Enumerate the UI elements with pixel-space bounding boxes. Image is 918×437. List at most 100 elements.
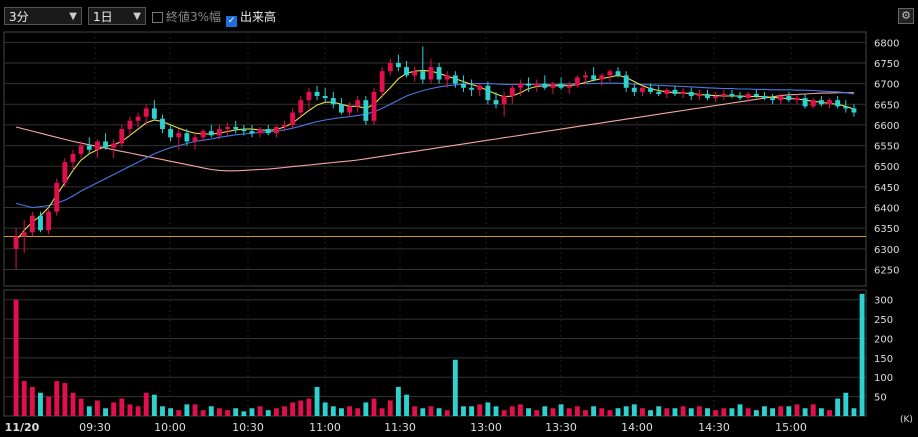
candle-body [330,98,336,105]
candle-body [534,83,540,86]
volume-tick-label: 100 [874,373,893,384]
volume-bar [794,404,800,416]
candle-body [192,137,198,142]
candle-body [420,71,426,80]
candle-body [558,83,564,88]
candle-body [412,71,418,76]
volume-bar [13,299,19,416]
checkbox-unchecked-icon [152,12,163,23]
volume-bar [290,402,296,416]
volume-bar [298,400,304,416]
candle-body [127,120,133,130]
candle-body [265,129,271,134]
volume-bar [501,410,507,416]
volume-bar [713,410,719,416]
volume-bar [265,410,271,416]
candle-body [591,75,597,80]
time-tick-label: 10:30 [232,421,264,434]
candle-body [843,106,849,109]
volume-tick-label: 300 [874,296,893,307]
volume-bar [322,402,328,416]
candle-body [501,96,507,105]
volume-bar [404,394,409,416]
volume-bar [542,406,548,416]
candle-body [477,85,483,90]
candle-body [493,100,499,105]
volume-bar [135,406,141,416]
volume-bar [38,392,43,416]
candle-body [762,96,767,99]
candle-body [347,106,353,113]
candle-body [13,236,19,249]
candle-body [721,93,727,97]
candle-body [249,131,255,134]
volume-bar [639,408,645,416]
volume-bar [469,406,475,416]
volume-bar [29,386,35,416]
candle-body [135,116,141,121]
candle-body [21,232,27,237]
volume-bar [216,408,222,416]
candle-body [257,129,263,134]
volume-bar [241,411,247,416]
interval-value: 3分 [9,10,29,24]
candle-body [306,91,312,101]
volume-bar [786,406,792,416]
time-tick-label: 15:00 [775,421,807,434]
volume-bar [566,408,572,416]
candle-body [168,129,174,138]
candle-body [786,96,792,101]
volume-bar [818,408,824,416]
volume-bar [672,408,678,416]
ma-short-line [15,69,855,241]
candle-body [656,91,662,94]
volume-bar [103,408,108,416]
gear-icon[interactable]: ⚙ [898,8,914,24]
volume-bar [330,406,336,416]
interval-select[interactable]: 3分 ▼ [4,7,82,25]
volume-bar [574,406,580,416]
candle-body [827,100,832,105]
time-tick-label: 14:30 [698,421,730,434]
volume-bar [631,404,637,416]
candle-body [29,215,35,233]
volume-bar [485,402,491,416]
price-tick-label: 6300 [874,245,899,256]
price-tick-label: 6500 [874,162,899,173]
candle-body [729,93,735,97]
volume-bar [623,406,629,416]
candle-body [54,182,60,212]
period-select[interactable]: 1日 ▼ [88,7,146,25]
volume-tick-label: 200 [874,334,893,345]
ma-long-line [15,92,854,172]
volume-bar [249,408,255,416]
volume-bar [314,386,320,416]
volume-bar [753,410,759,416]
candle-body [273,126,279,134]
candle-body [566,85,572,88]
volume-bar [86,406,92,416]
candle-body [737,96,743,99]
candle-body [550,83,556,88]
volume-bar [827,410,832,416]
price-tick-label: 6800 [874,38,899,49]
volume-bar [94,400,100,416]
volume-tick-label: 150 [874,354,893,365]
volume-checkbox[interactable]: ✓ 出来高 [226,10,276,27]
price-tick-label: 6700 [874,80,899,91]
candle-body [86,145,92,150]
candle-body [794,98,800,101]
volume-bar [648,410,654,416]
log-scale-checkbox[interactable]: 終値3%幅 [152,10,221,24]
candle-body [151,108,157,119]
candle-body [444,75,450,80]
volume-bar [802,408,808,416]
candle-body [599,75,605,80]
volume-bar [664,408,670,416]
volume-bar [778,406,784,416]
volume-bar [810,404,816,416]
chevron-down-icon: ▼ [69,11,77,22]
candle-body [778,96,784,101]
candle-body [143,108,149,117]
candle-body [363,100,369,121]
